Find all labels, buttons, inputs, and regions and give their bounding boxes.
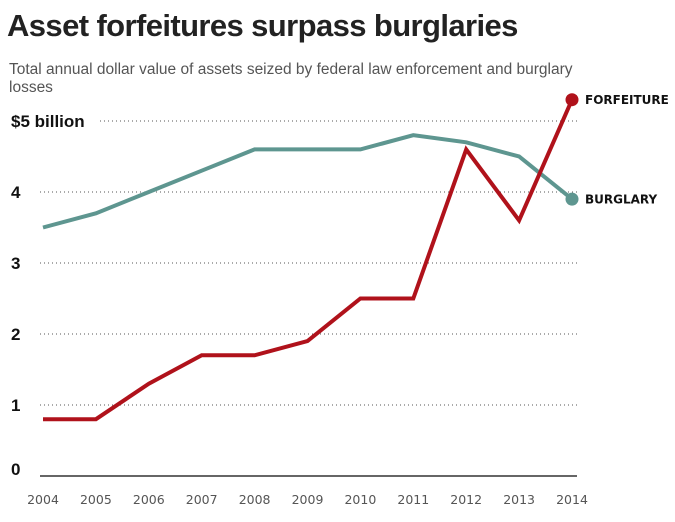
chart-subtitle: Total annual dollar value of assets seiz…: [9, 61, 573, 96]
x-tick-label: 2004: [27, 492, 59, 507]
x-tick-label: 2012: [450, 492, 482, 507]
series-line-burglary: [42, 133, 574, 230]
x-tick-label: 2009: [292, 492, 324, 507]
y-tick-label: 1: [11, 396, 20, 415]
x-axis-labels: 2004 2005 2006 2007 2008 2009 2010 2011 2012 2013…: [27, 492, 588, 507]
y-tick-label: 4: [11, 183, 21, 202]
y-tick-label: 0: [11, 460, 20, 479]
y-tick-label: 2: [11, 325, 20, 344]
x-tick-label: 2008: [239, 492, 271, 507]
gridlines: 0 1 2 3 4 $5 billion: [11, 112, 577, 479]
x-tick-label: 2013: [503, 492, 535, 507]
series-lines: BURGLARY FORFEITURE: [42, 93, 669, 422]
y-tick-label: 3: [11, 254, 20, 273]
x-tick-label: 2006: [133, 492, 165, 507]
endpoint-marker: [565, 192, 579, 206]
x-tick-label: 2007: [186, 492, 218, 507]
x-tick-label: 2005: [80, 492, 112, 507]
y-tick-label: $5 billion: [11, 112, 85, 131]
x-tick-label: 2011: [397, 492, 429, 507]
chart-title: Asset forfeitures surpass burglaries: [7, 8, 518, 43]
x-tick-label: 2014: [556, 492, 588, 507]
series-label-burglary: BURGLARY: [585, 193, 657, 207]
endpoint-marker: [565, 93, 579, 107]
series-label-forfeiture: FORFEITURE: [585, 93, 669, 107]
x-tick-label: 2010: [344, 492, 376, 507]
